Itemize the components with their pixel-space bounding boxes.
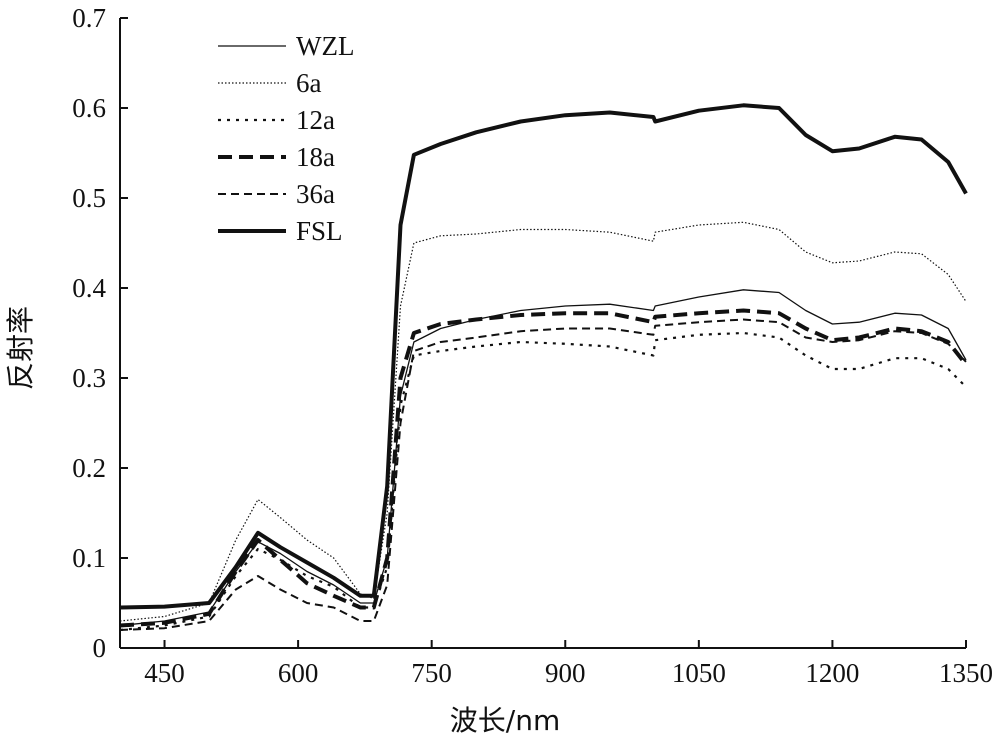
x-tick-label: 450 bbox=[144, 658, 185, 688]
legend-label-fsl: FSL bbox=[296, 216, 343, 246]
legend: WZL 6a 12a 18a 36a FSL bbox=[218, 31, 354, 246]
series-line-6a bbox=[119, 221, 967, 622]
y-tick-label: 0.2 bbox=[72, 453, 106, 483]
x-axis-title: 波长/nm bbox=[450, 704, 560, 737]
y-axis-title: 反射率 bbox=[4, 306, 37, 390]
legend-label-18a: 18a bbox=[296, 142, 335, 172]
x-tick-label: 1200 bbox=[805, 658, 859, 688]
plot-lines bbox=[119, 103, 968, 632]
y-tick-label: 0.7 bbox=[72, 3, 106, 33]
x-tick-label: 750 bbox=[411, 658, 452, 688]
series-line-18a bbox=[119, 308, 968, 628]
x-tick-label: 900 bbox=[545, 658, 586, 688]
x-axis-ticks: 450 600 750 900 1050 1200 1350 bbox=[144, 640, 993, 688]
x-tick-label: 600 bbox=[278, 658, 319, 688]
series-line-wzl bbox=[119, 289, 967, 627]
y-tick-label: 0 bbox=[93, 633, 107, 663]
legend-label-wzl: WZL bbox=[296, 31, 354, 61]
legend-label-6a: 6a bbox=[296, 68, 322, 98]
y-tick-label: 0.3 bbox=[72, 363, 106, 393]
series-line-36a bbox=[119, 318, 967, 631]
legend-label-12a: 12a bbox=[296, 105, 335, 135]
series-line-fsl bbox=[119, 103, 968, 610]
y-tick-label: 0.6 bbox=[72, 93, 106, 123]
legend-label-36a: 36a bbox=[296, 179, 335, 209]
y-tick-label: 0.1 bbox=[72, 543, 106, 573]
x-tick-label: 1350 bbox=[939, 658, 993, 688]
series-line-12a bbox=[119, 331, 967, 632]
y-tick-label: 0.5 bbox=[72, 183, 106, 213]
x-tick-label: 1050 bbox=[672, 658, 726, 688]
y-axis-ticks: 0 0.1 0.2 0.3 0.4 0.5 0.6 0.7 bbox=[72, 3, 128, 663]
y-tick-label: 0.4 bbox=[72, 273, 106, 303]
